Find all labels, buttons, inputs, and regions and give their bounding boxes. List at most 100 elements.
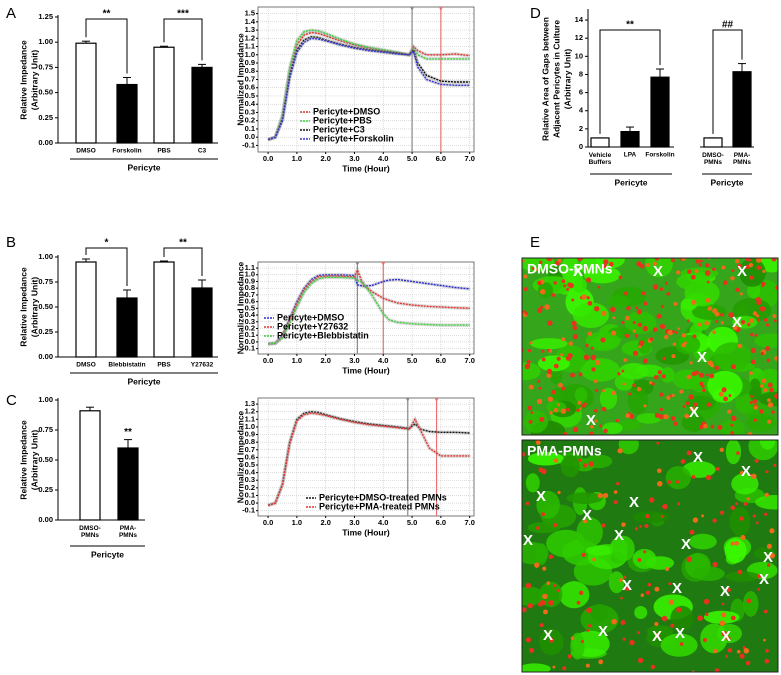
cell	[670, 605, 694, 631]
neutrophil	[566, 407, 571, 412]
neutrophil	[728, 394, 732, 398]
neutrophil	[689, 529, 695, 535]
neutrophil	[539, 288, 546, 295]
neutrophil	[612, 316, 616, 320]
bar	[191, 287, 213, 358]
neutrophil	[672, 342, 677, 346]
neutrophil	[527, 405, 532, 411]
neutrophil	[754, 333, 758, 337]
neutrophil	[721, 602, 725, 606]
neutrophil	[698, 263, 702, 267]
neutrophil	[527, 349, 532, 353]
cell	[537, 355, 570, 372]
neutrophil	[636, 309, 642, 315]
neutrophil	[672, 330, 675, 333]
y-tick-label: 0.9	[245, 276, 255, 285]
neutrophil	[748, 262, 754, 268]
neutrophil	[748, 371, 753, 376]
neutrophil	[634, 527, 638, 531]
cell	[724, 538, 747, 564]
cell	[617, 419, 642, 431]
cell	[558, 581, 590, 609]
series-line	[267, 31, 470, 141]
y-tick-label: 0.2	[245, 323, 255, 332]
neutrophil	[706, 474, 712, 481]
neutrophil	[601, 523, 606, 528]
y-tick-label: 0.2	[245, 483, 255, 492]
neutrophil	[658, 414, 664, 420]
neutrophil	[730, 415, 737, 422]
neutrophil	[645, 262, 651, 268]
neutrophil	[632, 350, 639, 356]
bar	[79, 410, 101, 521]
neutrophil	[523, 274, 528, 279]
gap-marker: X	[732, 314, 742, 331]
neutrophil	[735, 502, 739, 506]
x-tick-label: 2.0	[320, 154, 330, 163]
neutrophil	[643, 550, 647, 554]
cell	[539, 581, 563, 608]
neutrophil	[764, 492, 769, 498]
neutrophil	[603, 259, 609, 265]
x-tick-label: 7.0	[464, 154, 474, 163]
neutrophil	[730, 364, 736, 370]
neutrophil	[603, 493, 609, 499]
neutrophil	[603, 428, 608, 434]
neutrophil	[730, 615, 736, 621]
neutrophil	[548, 600, 554, 606]
y-axis-label: Relative Impedance	[18, 40, 28, 120]
neutrophil	[600, 337, 606, 343]
neutrophil	[625, 333, 630, 338]
cell	[682, 461, 716, 478]
neutrophil	[756, 300, 762, 306]
neutrophil	[707, 306, 713, 311]
neutrophil	[654, 621, 659, 627]
neutrophil	[742, 646, 746, 649]
gap-marker: X	[629, 494, 639, 511]
y-tick-label: 1.3	[245, 25, 255, 34]
neutrophil	[719, 447, 724, 453]
y-tick-label: 0.4	[245, 99, 256, 108]
neutrophil	[576, 408, 580, 413]
series-line	[268, 274, 470, 345]
neutrophil	[599, 424, 603, 428]
y-tick-label: 0.5	[245, 460, 255, 469]
neutrophil	[577, 400, 582, 405]
neutrophil	[743, 502, 748, 506]
neutrophil	[641, 291, 646, 296]
x-axis-label: Time (Hour)	[342, 527, 390, 537]
neutrophil	[556, 356, 561, 361]
neutrophil	[667, 330, 673, 336]
neutrophil	[546, 581, 551, 586]
x-tick-label: DMSO-PMNs	[702, 152, 724, 166]
cell	[535, 543, 548, 566]
neutrophil	[765, 470, 769, 474]
x-tick-label: Blebbistatin	[108, 362, 145, 369]
y-tick-label: 0.8	[245, 283, 255, 292]
neutrophil	[590, 424, 594, 429]
x-axis-label: Pericyte	[710, 177, 743, 187]
neutrophil	[767, 563, 771, 567]
neutrophil	[676, 502, 681, 506]
cell	[608, 571, 625, 594]
y-tick-label: 1.1	[245, 414, 255, 423]
y-axis-label: Relative Area of Gaps between	[540, 17, 550, 141]
y-tick-label: 0.1	[245, 490, 255, 499]
neutrophil	[663, 413, 669, 420]
neutrophil	[769, 387, 774, 393]
neutrophil	[661, 374, 666, 379]
neutrophil	[642, 358, 648, 364]
neutrophil	[529, 647, 535, 653]
neutrophil	[546, 373, 552, 379]
x-axis-label: Pericyte	[91, 549, 124, 559]
neutrophil	[699, 259, 703, 263]
neutrophil	[685, 401, 690, 406]
neutrophil	[637, 657, 644, 664]
neutrophil	[570, 636, 575, 641]
neutrophil	[721, 265, 726, 270]
y-tick-label: 0.9	[245, 430, 255, 439]
panel-label: B	[6, 234, 16, 251]
neutrophil	[643, 404, 647, 408]
neutrophil	[634, 334, 639, 338]
micrograph	[522, 440, 778, 672]
